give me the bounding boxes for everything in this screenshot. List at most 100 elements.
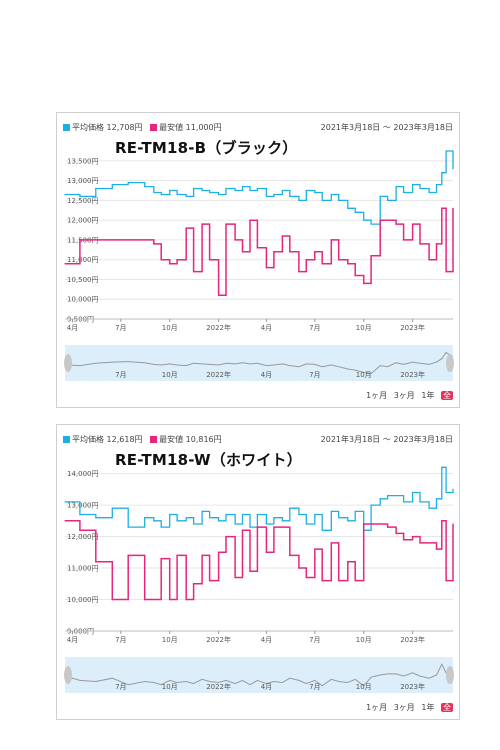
data-point-average: [176, 193, 178, 196]
navigator-left-handle: [64, 354, 72, 372]
data-point-lowest: [298, 567, 300, 569]
data-point-average: [273, 517, 275, 519]
y-tick-label: 10,000円: [67, 296, 99, 304]
data-point-average: [441, 172, 443, 174]
data-point-average: [193, 187, 195, 190]
data-point-average: [64, 501, 66, 503]
zoom-3-month-button[interactable]: 3ヶ月: [393, 391, 415, 400]
data-point-lowest: [144, 239, 146, 241]
navigator-background: [65, 345, 453, 381]
data-point-lowest: [234, 239, 236, 241]
y-tick-label: 12,000円: [67, 533, 99, 541]
data-point-average: [169, 189, 171, 192]
data-point-lowest: [395, 532, 397, 534]
data-point-average: [428, 507, 430, 509]
navigator-right-handle: [446, 666, 454, 684]
data-point-lowest: [441, 207, 443, 209]
navigator-tick-label: 4月: [261, 683, 272, 691]
data-point-average: [256, 187, 258, 190]
data-point-lowest: [225, 223, 227, 225]
series-line-lowest: [65, 520, 454, 601]
data-point-average: [445, 491, 447, 494]
data-point-average: [201, 189, 203, 192]
data-point-lowest: [403, 239, 405, 241]
zoom-all-button[interactable]: 全: [441, 703, 453, 712]
legend-lowest-label: 最安値 10,816円: [159, 435, 222, 444]
data-point-average: [387, 495, 389, 497]
zoom-3-month-button[interactable]: 3ヶ月: [393, 703, 415, 712]
data-point-average: [347, 207, 349, 209]
data-point-lowest: [281, 235, 283, 237]
data-point-lowest: [185, 598, 187, 601]
y-tick-label: 13,500円: [67, 157, 99, 165]
data-point-lowest: [95, 239, 97, 241]
data-point-average: [395, 495, 397, 497]
zoom-1-month-button[interactable]: 1ヶ月: [366, 703, 388, 712]
data-point-lowest: [330, 542, 332, 544]
series-line-average: [65, 150, 454, 225]
legend-item-lowest[interactable]: 最安値 11,000円: [150, 123, 222, 132]
data-point-average: [95, 517, 97, 519]
price-chart-black: 平均価格 12,708円 最安値 11,000円 2021年3月18日 ～ 20…: [56, 112, 460, 408]
data-point-lowest: [435, 243, 438, 245]
data-point-average: [445, 150, 447, 152]
zoom-1-year-button[interactable]: 1年: [421, 391, 435, 400]
navigator-tick-label: 7月: [115, 371, 126, 379]
zoom-buttons: 1ヶ月 3ヶ月 1年 全: [362, 702, 453, 713]
data-point-average: [370, 223, 372, 225]
zoom-all-button[interactable]: 全: [441, 391, 453, 400]
data-point-lowest: [435, 548, 438, 550]
data-point-average: [241, 513, 244, 516]
data-point-lowest: [249, 570, 251, 572]
navigator-tick-label: 10月: [356, 371, 372, 379]
data-point-lowest: [218, 551, 220, 553]
data-point-lowest: [321, 263, 323, 265]
y-tick-label: 10,000円: [67, 596, 99, 604]
data-point-average: [289, 195, 291, 197]
legend-item-lowest[interactable]: 最安値 10,816円: [150, 435, 222, 444]
legend-item-average[interactable]: 平均価格 12,708円: [63, 123, 143, 132]
data-point-lowest: [314, 548, 316, 550]
navigator-tick-label: 2023年: [400, 370, 425, 379]
chart-title: RE-TM18-W（ホワイト）: [115, 451, 302, 469]
data-point-lowest: [111, 239, 113, 241]
x-tick-label: 10月: [162, 636, 178, 644]
data-point-lowest: [428, 542, 430, 544]
chart-title: RE-TM18-B（ブラック）: [115, 139, 298, 157]
data-point-average: [144, 186, 146, 188]
data-point-average: [249, 526, 251, 528]
chart-plot: 9,000円10,000円11,000円12,000円13,000円14,000…: [64, 466, 454, 693]
data-point-lowest: [201, 554, 203, 556]
x-tick-label: 7月: [115, 324, 126, 332]
lowest-swatch-icon: [150, 436, 158, 443]
data-point-lowest: [234, 576, 236, 579]
y-tick-label: 12,500円: [67, 197, 99, 205]
data-point-average: [249, 189, 251, 192]
data-point-lowest: [363, 523, 365, 525]
data-point-average: [185, 195, 187, 197]
zoom-buttons: 1ヶ月 3ヶ月 1年 全: [362, 390, 453, 401]
x-tick-label: 7月: [309, 636, 320, 644]
chart-plot: 9,500円10,000円10,500円11,000円11,500円12,000…: [64, 150, 454, 381]
data-point-average: [354, 510, 356, 512]
data-point-lowest: [305, 576, 307, 579]
data-point-lowest: [445, 580, 447, 582]
chart-legend: 平均価格 12,708円 最安値 11,000円: [63, 122, 227, 133]
data-point-lowest: [225, 536, 227, 538]
legend-item-average[interactable]: 平均価格 12,618円: [63, 435, 143, 444]
zoom-1-month-button[interactable]: 1ヶ月: [366, 391, 388, 400]
zoom-1-year-button[interactable]: 1年: [421, 703, 435, 712]
data-point-lowest: [419, 243, 421, 245]
data-point-lowest: [153, 243, 155, 245]
data-point-lowest: [379, 219, 381, 221]
data-point-lowest: [79, 529, 81, 531]
data-point-average: [160, 526, 162, 528]
data-point-lowest: [209, 259, 211, 261]
x-tick-label: 10月: [162, 324, 178, 332]
data-point-lowest: [153, 598, 155, 601]
y-tick-label: 13,000円: [67, 502, 99, 510]
y-tick-label: 14,000円: [67, 470, 99, 478]
data-point-average: [209, 191, 211, 194]
x-tick-label: 2022年: [206, 323, 231, 332]
data-point-lowest: [370, 523, 372, 525]
